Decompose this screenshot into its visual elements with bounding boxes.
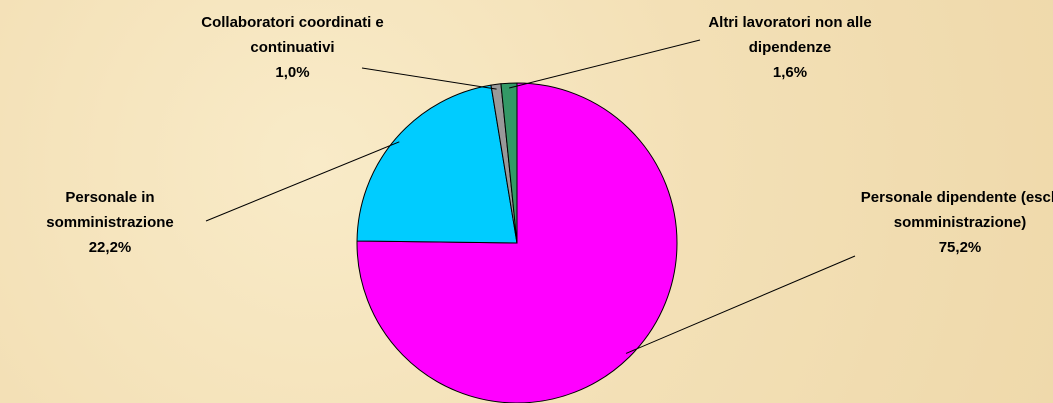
category-name: Personale in somministrazione bbox=[46, 189, 174, 231]
leader-line bbox=[625, 255, 856, 354]
value-label: 1,6% bbox=[772, 64, 808, 81]
pie-slice bbox=[356, 84, 518, 244]
value-label: 75,2% bbox=[938, 239, 982, 256]
category-name: Altri lavoratori non alle dipendenze bbox=[708, 14, 872, 56]
slice-label: Personale in somministrazione 22,2% bbox=[10, 185, 210, 260]
leader-line bbox=[205, 141, 400, 222]
leader-line bbox=[509, 39, 701, 89]
value-label: 22,2% bbox=[88, 239, 132, 256]
slice-label: Altri lavoratori non alle dipendenze 1,6% bbox=[680, 10, 900, 85]
slice-label: Collaboratori coordinati e continuativi 1… bbox=[200, 10, 385, 85]
leader-line bbox=[361, 67, 497, 90]
category-name: Collaboratori coordinati e continuativi bbox=[201, 14, 384, 56]
pie-slice bbox=[500, 82, 518, 244]
value-label: 1,0% bbox=[275, 64, 310, 81]
category-name: Personale dipendente (escl. somministraz… bbox=[860, 189, 1053, 231]
slice-label: Personale dipendente (escl. somministraz… bbox=[855, 185, 1053, 260]
